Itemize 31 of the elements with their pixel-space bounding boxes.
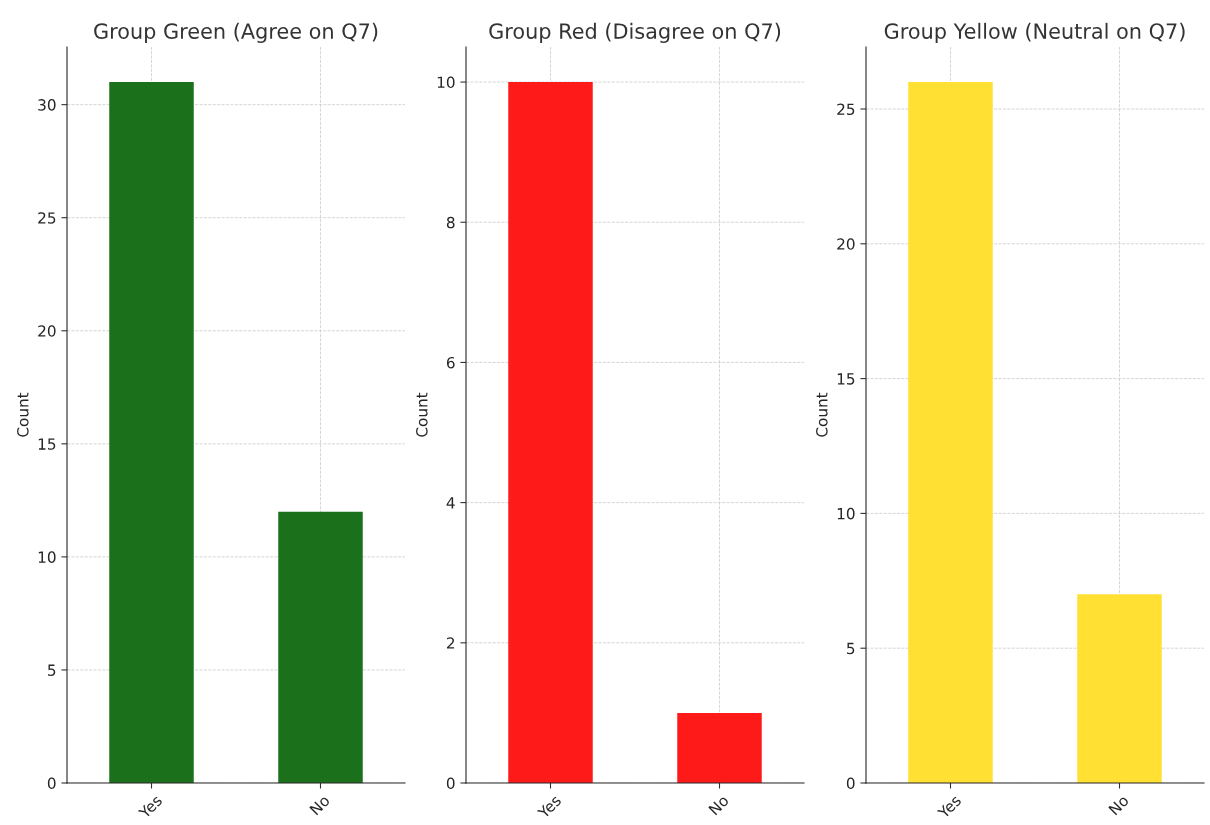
y-tick-label: 20 — [38, 325, 56, 337]
y-axis-title: Count — [416, 392, 428, 437]
y-tick-label: 10 — [38, 551, 56, 563]
y-tick-label: 6 — [446, 356, 455, 369]
y-tick-label: 8 — [446, 216, 455, 229]
chart-title: Group Red (Disagree on Q7) — [489, 22, 781, 43]
y-tick-label: 4 — [446, 497, 455, 509]
y-tick-label: 30 — [38, 99, 56, 111]
y-tick-label: 5 — [847, 642, 855, 655]
x-tick-label: No — [708, 794, 730, 816]
chart-title: Group Green (Agree on Q7) — [94, 22, 378, 43]
y-tick-label: 15 — [837, 373, 855, 385]
y-tick-label: 5 — [48, 664, 56, 676]
x-tick-label: No — [309, 794, 331, 816]
x-tick-label: Yes — [536, 794, 562, 820]
y-axis-title: Count — [17, 392, 29, 437]
y-tick-label: 2 — [446, 637, 455, 649]
y-tick-label: 10 — [437, 76, 455, 89]
y-tick-label: 10 — [837, 507, 855, 520]
y-axis-title: Count — [816, 392, 828, 437]
x-tick-label: No — [1108, 794, 1130, 816]
y-tick-label: 20 — [837, 238, 855, 250]
y-tick-label: 25 — [837, 103, 855, 116]
y-tick-label: 0 — [446, 777, 455, 790]
chart-title: Group Yellow (Neutral on Q7) — [884, 22, 1185, 43]
y-tick-label: 15 — [38, 438, 56, 450]
x-tick-label: Yes — [137, 794, 163, 820]
x-tick-label: Yes — [936, 794, 962, 820]
y-tick-label: 0 — [47, 777, 56, 790]
y-tick-label: 25 — [38, 212, 56, 224]
y-tick-label: 0 — [846, 777, 855, 790]
